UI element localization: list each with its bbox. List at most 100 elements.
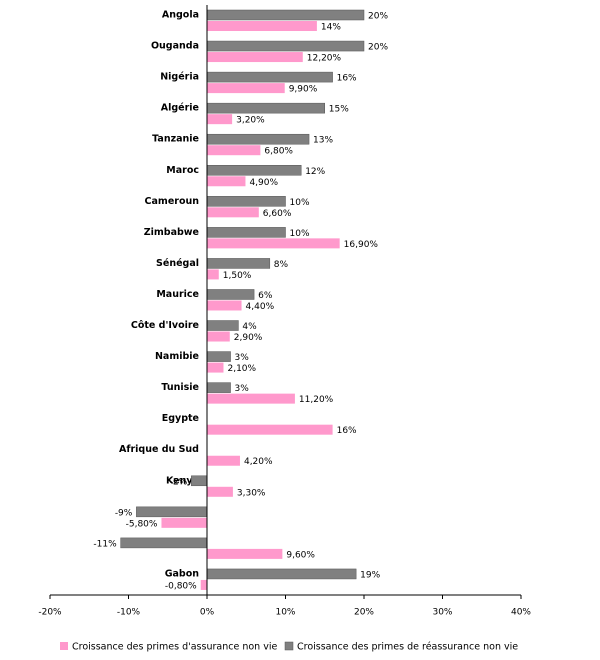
bar (191, 475, 208, 487)
bar (206, 71, 333, 83)
value-label: 4,20% (244, 457, 273, 467)
x-tick-label: 0% (200, 608, 215, 618)
value-label: 14% (321, 23, 341, 33)
value-label: -5,80% (126, 519, 158, 529)
bar (206, 9, 365, 21)
x-tick-label: -10% (117, 608, 141, 618)
x-tick-label: 10% (275, 608, 295, 618)
bar (206, 258, 271, 269)
category-label: Maurice (156, 289, 199, 300)
x-tick-label: 20% (354, 608, 374, 618)
legend-swatch (284, 641, 294, 651)
bar (207, 486, 233, 497)
value-label: 3% (235, 384, 250, 394)
value-label: 4% (242, 322, 257, 332)
value-label: -11% (93, 539, 117, 549)
bar (207, 548, 283, 559)
bar (207, 393, 295, 404)
bar (207, 331, 230, 342)
bar (207, 362, 224, 373)
bar (207, 145, 261, 156)
value-label: -0,80% (165, 581, 197, 591)
value-label: 4,90% (249, 178, 278, 188)
category-label: Kenya (166, 475, 199, 486)
category-label: Ouganda (151, 41, 199, 52)
bar (207, 52, 303, 63)
bar (207, 238, 340, 249)
category-label: Maroc (166, 165, 199, 176)
x-tick-label: -20% (38, 608, 62, 618)
value-label: -9% (115, 508, 133, 518)
value-label: 20% (368, 12, 388, 22)
value-label: 4,40% (246, 302, 275, 312)
value-label: 3,30% (237, 488, 266, 498)
category-label: Gabon (165, 568, 200, 579)
category-label: Côte d'Ivoire (131, 320, 199, 331)
category-label: Afrique du Sud (119, 444, 199, 455)
legend-swatch (60, 642, 68, 650)
value-label: 3,20% (236, 116, 265, 126)
value-label: 12,20% (307, 54, 342, 64)
category-label: Tunisie (161, 382, 199, 393)
bar (207, 424, 333, 435)
value-label: 15% (329, 105, 349, 115)
value-label: 6,60% (263, 209, 292, 219)
value-label: 13% (313, 136, 333, 146)
category-label: Namibie (155, 351, 199, 362)
category-label: Sénégal (156, 258, 199, 269)
category-label: Algérie (161, 103, 199, 114)
category-label: Angola (162, 10, 199, 21)
bar (207, 83, 285, 94)
value-label: 9,90% (289, 85, 318, 95)
bar (206, 196, 286, 207)
category-label: Nigéria (160, 72, 199, 83)
bar (206, 40, 365, 52)
category-label: Cameroun (145, 196, 200, 207)
bar (206, 351, 231, 362)
x-tick-label: 30% (432, 608, 452, 618)
value-label: 20% (368, 43, 388, 53)
value-label: 9,60% (286, 550, 315, 560)
bar (207, 207, 259, 218)
value-label: 12% (305, 167, 325, 177)
bar (200, 579, 207, 590)
value-label: 3% (235, 353, 250, 363)
category-label: Egypte (162, 413, 199, 424)
value-label: 19% (360, 570, 380, 580)
value-label: 2,10% (227, 364, 256, 374)
bar (207, 300, 242, 311)
bar (206, 382, 231, 393)
category-label: Tanzanie (152, 134, 199, 145)
bar (206, 568, 357, 580)
bar (207, 269, 219, 280)
x-tick-label: 40% (511, 608, 531, 618)
value-label: 16,90% (344, 240, 379, 250)
value-label: 16% (337, 426, 357, 436)
value-label: 8% (274, 260, 289, 270)
value-label: 6,80% (264, 147, 293, 157)
category-label: Zimbabwe (144, 227, 199, 238)
bar (161, 517, 207, 528)
value-label: 10% (290, 198, 310, 208)
bar (206, 227, 286, 238)
value-label: 16% (337, 74, 357, 84)
value-label: 11,20% (299, 395, 334, 405)
bar (120, 537, 208, 549)
bar (207, 21, 317, 31)
bar (207, 176, 246, 187)
bar (207, 455, 240, 466)
legend-label: Croissance des primes d'assurance non vi… (72, 642, 277, 653)
value-label: 2,90% (234, 333, 263, 343)
bar (206, 165, 302, 176)
value-label: 6% (258, 291, 273, 301)
bar (207, 114, 233, 125)
bar (206, 133, 310, 145)
bar (136, 506, 208, 518)
bar (206, 289, 255, 300)
value-label: -2% (170, 477, 188, 487)
value-label: 1,50% (223, 271, 252, 281)
value-label: 10% (290, 229, 310, 239)
legend-label: Croissance des primes de réassurance non… (297, 642, 518, 653)
bar (206, 102, 325, 114)
